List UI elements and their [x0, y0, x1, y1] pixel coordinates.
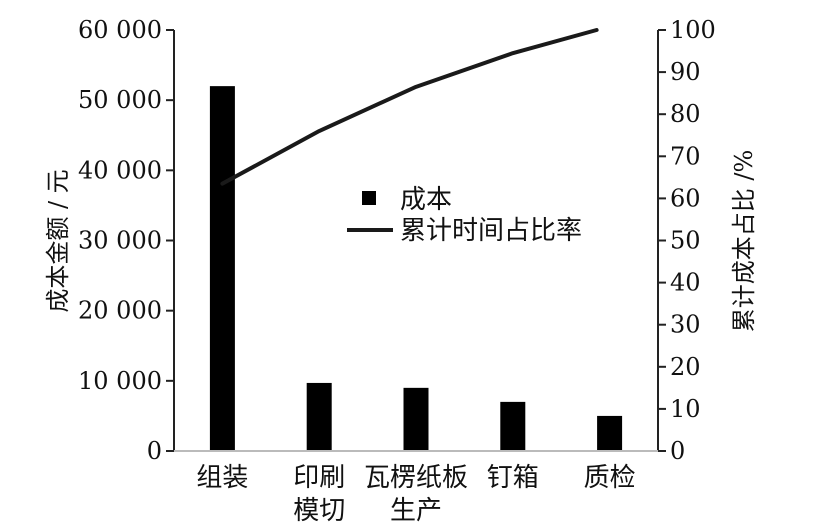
left-tick-label: 10 000 — [78, 367, 162, 395]
legend-swatch-bar — [362, 191, 376, 205]
category-label: 印刷 — [293, 463, 345, 493]
bar — [306, 382, 332, 451]
bar — [597, 415, 623, 451]
category-label: 瓦楞纸板 — [364, 463, 468, 493]
cumulative-line — [220, 28, 599, 186]
bar — [403, 387, 429, 451]
right-tick-label: 20 — [670, 353, 701, 381]
right-tick-label: 80 — [670, 100, 701, 128]
left-tick-label: 0 — [147, 437, 162, 465]
legend: 成本 累计时间占比率 — [347, 185, 582, 246]
legend-label-bar: 成本 — [400, 185, 452, 215]
right-tick-label: 100 — [670, 16, 716, 44]
left-tick-label: 40 000 — [78, 156, 162, 184]
right-tick-label: 40 — [670, 269, 701, 297]
right-tick-label: 30 — [670, 311, 701, 339]
category-label: 组装 — [196, 463, 248, 493]
bar-series — [209, 86, 623, 451]
category-label: 钉箱 — [487, 463, 539, 493]
right-tick-label: 0 — [670, 437, 685, 465]
category-label: 质检 — [584, 463, 636, 493]
left-tick-label: 60 000 — [78, 16, 162, 44]
right-tick-label: 90 — [670, 58, 701, 86]
left-axis-title: 成本金额 / 元 — [44, 169, 72, 312]
right-tick-label: 10 — [670, 395, 701, 423]
left-tick-label: 30 000 — [78, 227, 162, 255]
legend-label-line: 累计时间占比率 — [400, 216, 582, 246]
right-axis-title: 累计成本占比 /% — [730, 150, 758, 333]
right-tick-label: 50 — [670, 227, 701, 255]
left-tick-label: 50 000 — [78, 86, 162, 114]
bar — [500, 401, 526, 451]
cumulative-line-series — [220, 28, 599, 186]
right-tick-label: 60 — [670, 184, 701, 212]
right-axis-ticks: 0 10 20 30 40 50 60 70 80 90 100 — [658, 16, 716, 465]
bar — [209, 86, 235, 451]
category-label: 生产 — [390, 496, 442, 526]
left-axis-ticks: 0 10 000 20 000 30 000 40 000 50 000 60 000 — [78, 16, 174, 465]
right-tick-label: 70 — [670, 142, 701, 170]
left-tick-label: 20 000 — [78, 297, 162, 325]
category-label: 模切 — [293, 496, 345, 526]
